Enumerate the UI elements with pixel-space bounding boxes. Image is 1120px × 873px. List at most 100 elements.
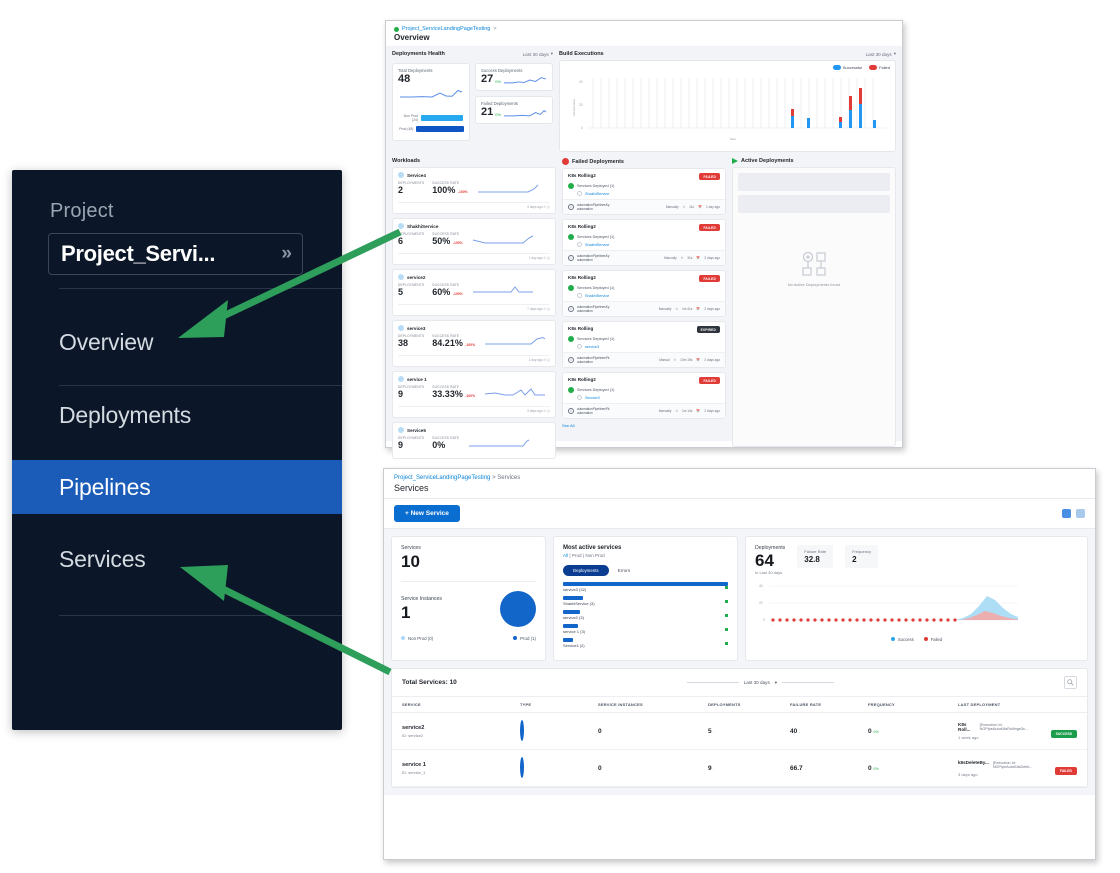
failed-deployment-card[interactable]: K8s Rolling2 FAILED Services Deployed (1) S… (562, 270, 726, 317)
workload-success-rate: SUCCESS RATE 50% -100% (432, 232, 462, 248)
sidebar-item-deployments[interactable]: Deployments (12, 388, 342, 442)
workload-stats: DEPLOYMENTS 5 SUCCESS RATE 60% -100% (398, 283, 550, 301)
execution-meta: Manually ⏱ 1m 14s 📅 2 days ago (659, 409, 720, 413)
last-deployment-name: K8s Roll... (958, 722, 971, 732)
failed-deployment-card[interactable]: K8s Rolling2 FAILED Services Deployed (1) S… (562, 372, 726, 419)
success-dot-icon (568, 234, 574, 240)
stat-change: -100% (457, 190, 468, 194)
stat-value: 5 (398, 287, 404, 297)
most-active-item[interactable]: service2 (3) (563, 610, 728, 620)
most-active-item[interactable]: service3 (32) (563, 582, 728, 592)
card-footer: i automationPipelinesPk automation Manually… (563, 403, 725, 418)
service-link[interactable]: Service3 (577, 395, 720, 400)
workloads-title: Workloads (392, 158, 421, 164)
workload-card[interactable]: service3 DEPLOYMENTS 38 SUCCESS RATE 84.21% … (392, 320, 556, 367)
double-chevron-right-icon: » (281, 243, 291, 264)
deployments-value: 64 (755, 551, 774, 570)
breadcrumb-project-link[interactable]: Project_ServiceLandingPageTesting (394, 475, 491, 481)
workload-success-rate: SUCCESS RATE 33.33% -100% (432, 385, 475, 401)
failed-deployment-card[interactable]: K8s Rolling EXPIRED Services Deployed (1) s… (562, 321, 726, 368)
filter-all[interactable]: All (563, 553, 569, 558)
stat-value: 9 (398, 389, 404, 399)
most-active-filters[interactable]: All | Prod | Non Prod (563, 553, 605, 558)
workload-card[interactable]: ShakhiService DEPLOYMENTS 6 SUCCESS RATE 50%… (392, 218, 556, 265)
workload-card[interactable]: Service5 DEPLOYMENTS 9 SUCCESS RATE 0% (392, 422, 556, 459)
breadcrumb-current: Services (497, 475, 521, 481)
breadcrumb-separator: > (493, 26, 497, 32)
sidebar-item-overview[interactable]: Overview (12, 315, 342, 369)
service-link[interactable]: ShakhiService (577, 191, 720, 196)
project-status-dot-icon (394, 26, 399, 32)
trigger-info: i automationPipelinesKy automation (568, 305, 609, 313)
build-executions-date-filter[interactable]: Last 30 days ▾ (866, 51, 896, 57)
table-toolbar: Total Services: 10 Last 30 days ▾ (392, 669, 1087, 696)
failed-deployments-list[interactable]: K8s Rolling2 FAILED Services Deployed (1) S… (562, 168, 726, 419)
divider-line (782, 682, 835, 683)
overview-body: Deployments Health Last 30 days ▾ Total … (386, 46, 902, 459)
card-value: 21 (481, 106, 494, 118)
stat-value: 0% (432, 440, 446, 450)
change-indicator: - (804, 766, 806, 771)
new-service-button[interactable]: + New Service (394, 505, 460, 522)
filter-prod[interactable]: Prod (571, 553, 582, 558)
tab-errors[interactable]: Errors (617, 568, 631, 573)
success-dot-icon (568, 183, 574, 189)
workload-card[interactable]: Service4 DEPLOYMENTS 2 SUCCESS RATE 100% -10… (392, 167, 556, 214)
service-link[interactable]: ShakhiService (577, 242, 720, 247)
most-active-item[interactable]: service 1 (3) (563, 624, 728, 634)
table-row[interactable]: service2 ID: service2 0 5 - 40 - 0 0% K8s Roll… (392, 713, 1087, 750)
legend-item-failed: Failed (923, 637, 943, 642)
most-active-item[interactable]: ShakhiService (3) (563, 596, 728, 606)
see-all-link[interactable]: See All (562, 423, 575, 428)
svg-text:40: 40 (579, 80, 583, 84)
total-deployments-card[interactable]: Total Deployments 48 Non Prod (24) (392, 63, 470, 141)
filter-non-prod[interactable]: Non Prod (585, 553, 605, 558)
workload-footer: 1 day ago ⏱ ⓘ (398, 253, 550, 260)
failed-deployment-card[interactable]: K8s Rolling2 FAILED Services Deployed (1) S… (562, 219, 726, 266)
sidebar-item-pipelines[interactable]: Pipelines (12, 460, 342, 514)
table-date-filter[interactable]: Last 30 days ▾ (686, 680, 835, 686)
workload-success-rate: SUCCESS RATE 0% (432, 436, 459, 452)
grid-view-icon[interactable] (1062, 509, 1071, 518)
workload-card[interactable]: service 1 DEPLOYMENTS 9 SUCCESS RATE 33.33% … (392, 371, 556, 418)
success-deployments-card[interactable]: Success Deployments 27 0% (475, 63, 553, 91)
legend-label: Failed (930, 637, 943, 642)
most-active-item[interactable]: Service4 (2) (563, 638, 728, 648)
workload-sparkline (471, 232, 550, 250)
breadcrumb-project[interactable]: Project_ServiceLandingPageTesting (402, 26, 491, 32)
search-button[interactable] (1063, 676, 1077, 689)
services-header: Project_ServiceLandingPageTesting > Serv… (384, 469, 1095, 498)
list-view-icon[interactable] (1076, 509, 1085, 518)
breadcrumb[interactable]: Project_ServiceLandingPageTesting > (394, 26, 894, 32)
bar-fill (563, 596, 583, 600)
divider (401, 581, 536, 582)
table-row[interactable]: service 1 ID: service_1 0 9 - 66.7 - 0 0% k8sD… (392, 750, 1087, 787)
workload-name: service 1 (407, 376, 427, 382)
services-deployed: Services Deployed (1) (568, 285, 720, 291)
time-ago: 2 days ago (704, 307, 720, 311)
workload-sparkline (476, 181, 550, 199)
failed-status-icon (562, 158, 569, 165)
service-link[interactable]: service3 (577, 344, 720, 349)
workloads-list[interactable]: Service4 DEPLOYMENTS 2 SUCCESS RATE 100% -10… (392, 167, 556, 459)
workload-deployments: DEPLOYMENTS 5 (398, 283, 424, 297)
service-link[interactable]: ShakhiService (577, 293, 720, 298)
workload-card[interactable]: service2 DEPLOYMENTS 5 SUCCESS RATE 60% -100… (392, 269, 556, 316)
service-id: ID: service2 (402, 732, 424, 738)
column-header-frequency: FREQUENCY (868, 702, 895, 707)
failed-deployments-card[interactable]: Failed Deployments 21 0% (475, 96, 553, 124)
page-title: Services (394, 483, 429, 493)
chevron-down-icon: ▾ (893, 51, 896, 56)
failed-deployment-card[interactable]: K8s Rolling2 FAILED Services Deployed (1) S… (562, 168, 726, 215)
duration: 11s (689, 205, 694, 209)
sidebar-item-services[interactable]: Services (12, 532, 342, 586)
clock-icon: ⏱ (675, 409, 678, 413)
project-selector[interactable]: Project_Servi... » (48, 233, 303, 275)
deployments-health-date-filter[interactable]: Last 30 days ▾ (523, 51, 553, 57)
tab-deployments[interactable]: Deployments (563, 565, 609, 576)
overview-top-row: Deployments Health Last 30 days ▾ Total … (392, 51, 896, 152)
deployments-health-section: Deployments Health Last 30 days ▾ Total … (392, 51, 553, 152)
pipeline-name: K8s Rolling2 (568, 224, 596, 229)
workload-deployments: DEPLOYMENTS 2 (398, 181, 424, 195)
